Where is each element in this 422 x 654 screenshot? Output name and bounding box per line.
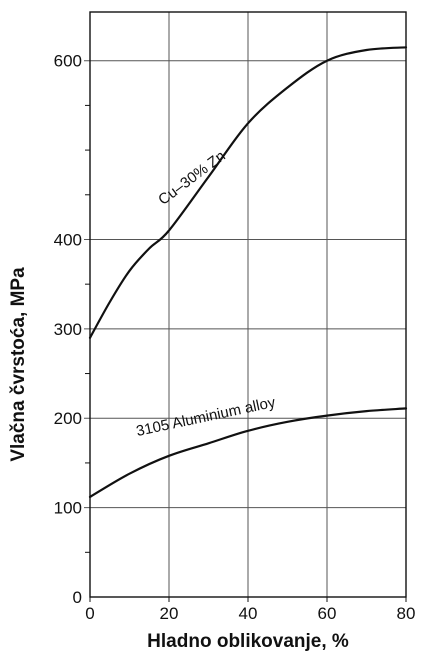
x-axis-title: Hladno oblikovanje, % [147,631,349,652]
y-tick-labels: 0 100 200 300 400 600 [54,52,82,607]
series-line-0 [88,46,408,339]
grid-layer [84,12,406,597]
y-tick-label-600: 600 [54,52,82,71]
y-tick-label-100: 100 [54,499,82,518]
x-tick-labels: 0 20 40 60 80 [85,604,415,623]
x-tick-label-0: 0 [85,604,94,623]
x-tick-label-60: 60 [318,604,337,623]
minor-ticks-layer [85,104,407,602]
series-line-1 [88,407,408,498]
plot-frame [89,11,407,598]
x-tick-label-40: 40 [239,604,258,623]
series-layer [88,46,408,498]
y-tick-label-300: 300 [54,320,82,339]
x-tick-label-20: 20 [160,604,179,623]
x-tick-label-80: 80 [397,604,416,623]
y-axis-title: Vlačna čvrstoća, MPa [8,267,29,462]
y-tick-label-0: 0 [73,588,82,607]
y-tick-label-400: 400 [54,230,82,249]
y-tick-label-200: 200 [54,409,82,428]
series-label-aluminium: 3105 Aluminium alloy [135,394,278,440]
